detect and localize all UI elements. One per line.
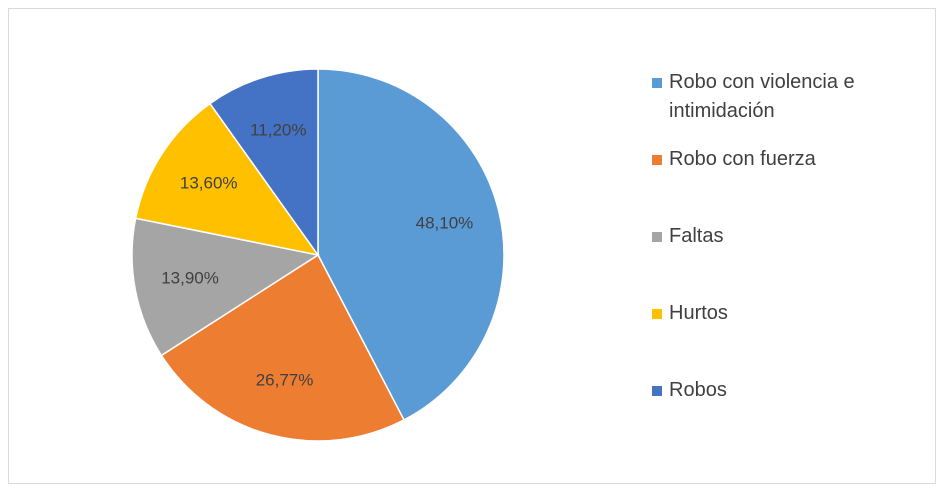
pie-slice bbox=[160, 253, 405, 442]
legend-swatch bbox=[652, 309, 662, 319]
legend-swatch bbox=[652, 386, 662, 396]
pie-slice bbox=[317, 68, 505, 421]
legend-swatch bbox=[652, 155, 662, 165]
data-label: 11,20% bbox=[250, 120, 306, 139]
legend-label: Robos bbox=[669, 379, 727, 401]
legend-label: Robo con violencia e intimidación bbox=[669, 71, 855, 122]
pie-slice bbox=[131, 217, 320, 357]
legend-item: Faltas bbox=[652, 222, 942, 299]
legend-item: Robos bbox=[652, 376, 942, 453]
data-label: 13,60% bbox=[180, 174, 238, 193]
legend-label: Hurtos bbox=[669, 302, 728, 324]
data-label: 48,10% bbox=[416, 214, 474, 233]
legend-label: Robo con fuerza bbox=[669, 148, 816, 170]
legend: Robo con violencia e intimidación Robo co… bbox=[652, 68, 942, 453]
data-label: 26,77% bbox=[256, 370, 314, 389]
pie-slice bbox=[208, 68, 319, 258]
chart-frame bbox=[8, 8, 936, 484]
legend-swatch bbox=[652, 232, 662, 242]
legend-item: Robo con fuerza bbox=[652, 145, 942, 222]
legend-item: Hurtos bbox=[652, 299, 942, 376]
legend-item: Robo con violencia e intimidación bbox=[652, 68, 942, 145]
legend-label: Faltas bbox=[669, 225, 724, 247]
data-label: 13,90% bbox=[161, 269, 219, 288]
pie-slice bbox=[134, 102, 320, 257]
legend-swatch bbox=[652, 78, 662, 88]
